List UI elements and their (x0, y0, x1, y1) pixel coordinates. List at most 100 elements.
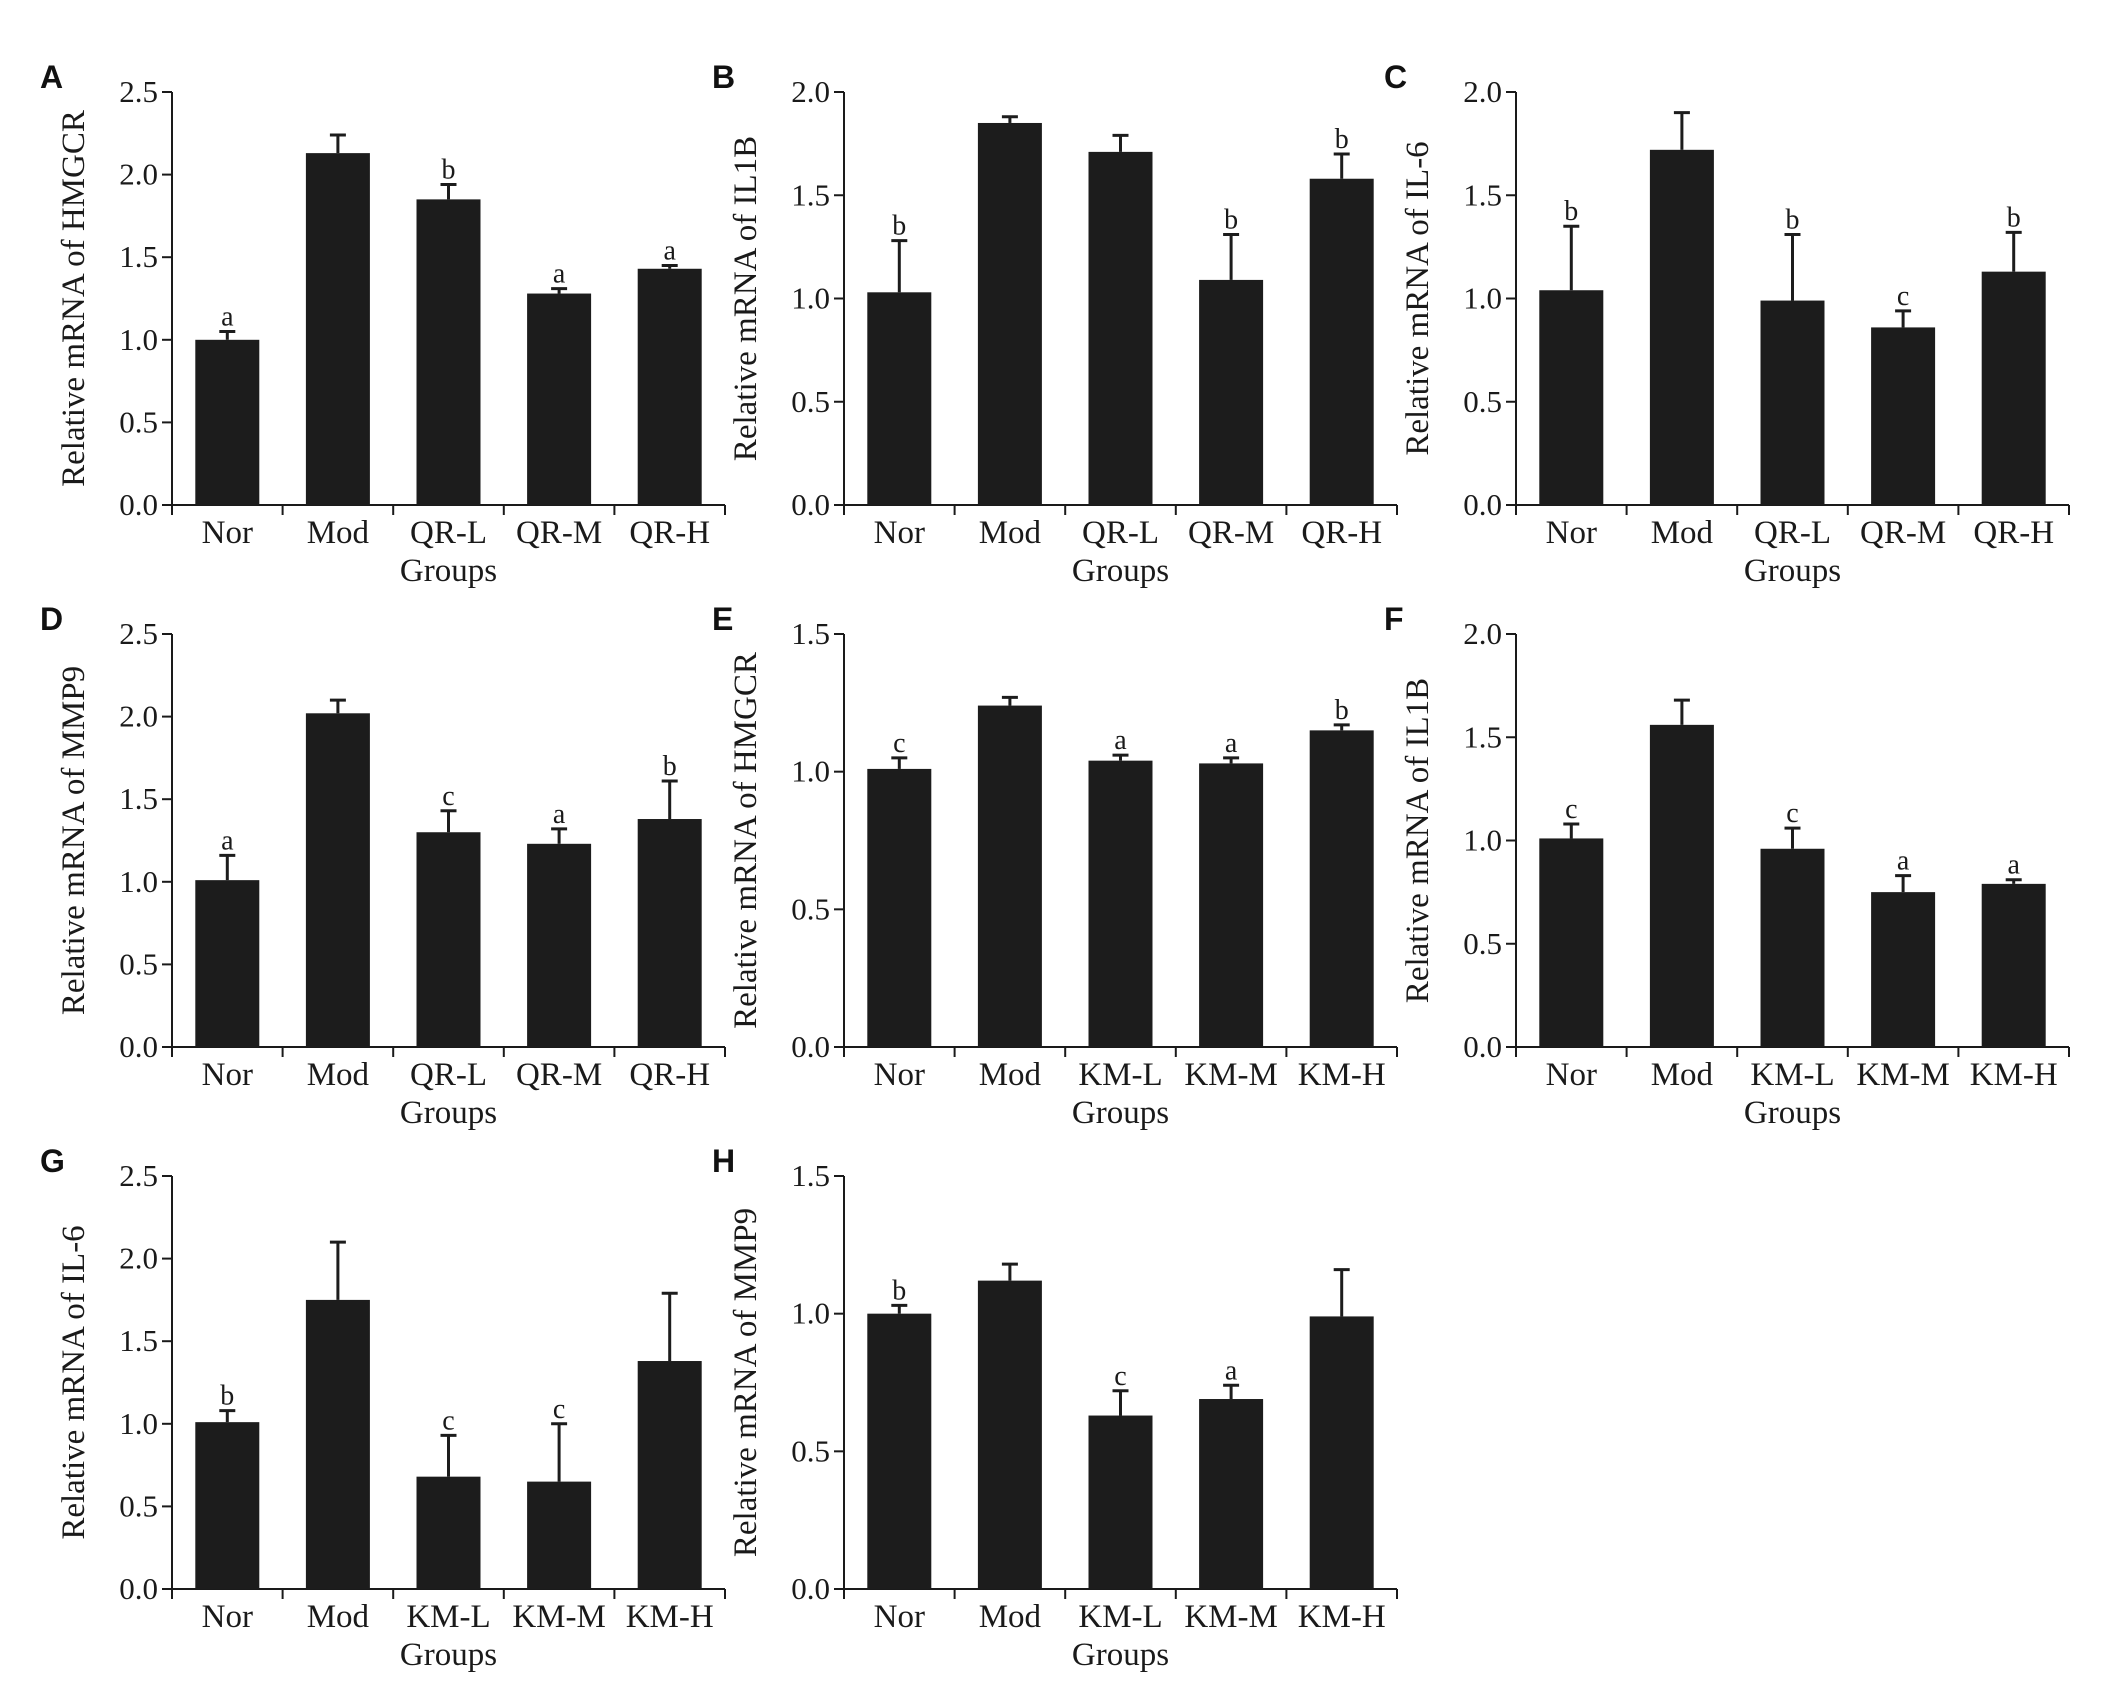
y-tick-label: 0.5 (791, 1433, 830, 1468)
bar (637, 1361, 702, 1589)
significance-label: a (553, 259, 566, 290)
chart-a: A 0.0 0.5 1.0 1.5 2.0 2.5 a Nor Mod b QR-L a QR-M a QR-… (40, 60, 726, 589)
significance-label: a (221, 302, 234, 333)
bar (977, 1280, 1042, 1589)
y-tick-label: 1.5 (791, 1158, 830, 1193)
panel-letter: D (40, 602, 63, 637)
category-label: KM-L (406, 1599, 490, 1635)
bar (637, 819, 702, 1047)
y-tick-label: 1.0 (791, 281, 830, 316)
y-tick-label: 0.0 (119, 1029, 158, 1064)
y-tick-label: 1.5 (1463, 177, 1502, 212)
y-tick-label: 2.0 (791, 74, 830, 109)
category-label: Nor (202, 1057, 253, 1093)
panel-g: G 0.0 0.5 1.0 1.5 2.0 2.5 b Nor Mod c KM-L c KM-M KM-H… (40, 1144, 730, 1689)
category-label: QR-L (1754, 515, 1831, 551)
panel-letter: F (1384, 602, 1404, 637)
bar (977, 122, 1042, 505)
bar (637, 268, 702, 505)
y-tick-label: 0.0 (1463, 487, 1502, 522)
y-tick-label: 2.5 (119, 74, 158, 109)
category-label: Mod (1651, 1057, 1714, 1093)
chart-g: G 0.0 0.5 1.0 1.5 2.0 2.5 b Nor Mod c KM-L c KM-M KM-H… (40, 1144, 726, 1673)
category-label: Nor (202, 1599, 253, 1635)
bar (1981, 271, 2046, 505)
bar (1871, 892, 1936, 1047)
y-tick-label: 0.5 (119, 1488, 158, 1523)
chart-f: F 0.0 0.5 1.0 1.5 2.0 c Nor Mod c KM-L a KM-M a KM-H Gr… (1384, 602, 2070, 1131)
category-label: QR-M (516, 515, 602, 551)
y-axis-title: Relative mRNA of IL1B (728, 136, 764, 461)
bar (1539, 838, 1604, 1047)
category-label: QR-L (410, 515, 487, 551)
bar (416, 832, 481, 1047)
y-axis-title: Relative mRNA of IL-6 (1400, 141, 1436, 455)
panel-letter: H (712, 1144, 735, 1179)
significance-label: b (1224, 204, 1238, 235)
bar (1309, 1316, 1374, 1589)
y-tick-label: 1.0 (791, 754, 830, 789)
category-label: KM-L (1078, 1057, 1162, 1093)
bar (1199, 1399, 1264, 1589)
significance-label: a (221, 825, 234, 856)
significance-label: b (220, 1381, 234, 1412)
x-axis-title: Groups (1072, 1095, 1169, 1131)
bar (1649, 149, 1714, 505)
x-axis-title: Groups (1072, 1637, 1169, 1673)
y-tick-label: 0.0 (791, 1571, 830, 1606)
chart-d: D 0.0 0.5 1.0 1.5 2.0 2.5 a Nor Mod c QR-L a QR-M b QR-… (40, 602, 726, 1131)
category-label: Mod (307, 1057, 370, 1093)
significance-label: b (663, 751, 677, 782)
y-tick-label: 0.5 (791, 891, 830, 926)
category-label: QR-M (1860, 515, 1946, 551)
y-tick-label: 1.5 (791, 177, 830, 212)
y-tick-label: 1.0 (791, 1296, 830, 1331)
y-tick-label: 2.0 (1463, 616, 1502, 651)
panel-a: A 0.0 0.5 1.0 1.5 2.0 2.5 a Nor Mod b QR-L a QR-M a QR-… (40, 60, 730, 605)
y-tick-label: 1.0 (1463, 823, 1502, 858)
bar (1760, 300, 1825, 505)
x-axis-title: Groups (400, 1637, 497, 1673)
bar (867, 292, 932, 505)
category-label: KM-M (1184, 1057, 1278, 1093)
bar (1088, 1415, 1153, 1589)
chart-h: H 0.0 0.5 1.0 1.5 b Nor Mod c KM-L a KM-M KM-H Groups… (712, 1144, 1398, 1673)
bar (867, 1313, 932, 1589)
panel-letter: G (40, 1144, 65, 1179)
y-tick-label: 0.5 (119, 404, 158, 439)
significance-label: c (1897, 281, 1909, 312)
y-axis-title: Relative mRNA of HMGCR (728, 652, 764, 1029)
panel-f: F 0.0 0.5 1.0 1.5 2.0 c Nor Mod c KM-L a KM-M a KM-H Gr… (1384, 602, 2074, 1147)
category-label: KM-M (1184, 1599, 1278, 1635)
significance-label: b (892, 211, 906, 242)
category-label: QR-L (1082, 515, 1159, 551)
y-tick-label: 1.0 (119, 1406, 158, 1441)
chart-e: E 0.0 0.5 1.0 1.5 c Nor Mod a KM-L a KM-M b KM-H Group… (712, 602, 1398, 1131)
y-tick-label: 1.5 (791, 616, 830, 651)
significance-label: c (553, 1394, 565, 1425)
category-label: QR-L (410, 1057, 487, 1093)
category-label: Nor (874, 1057, 925, 1093)
bar (1199, 279, 1264, 505)
bar (1871, 327, 1936, 505)
bar (527, 1481, 592, 1589)
panel-letter: A (40, 60, 63, 95)
y-tick-label: 2.5 (119, 1158, 158, 1193)
category-label: Nor (874, 1599, 925, 1635)
significance-label: a (663, 235, 676, 266)
significance-label: b (442, 155, 456, 186)
category-label: KM-H (1298, 1057, 1386, 1093)
bar (195, 880, 260, 1047)
category-label: Mod (1651, 515, 1714, 551)
category-label: QR-H (1301, 515, 1382, 551)
category-label: KM-H (1970, 1057, 2058, 1093)
significance-label: a (2007, 850, 2020, 881)
panel-letter: B (712, 60, 735, 95)
significance-label: c (1786, 798, 1798, 829)
y-axis-title: Relative mRNA of IL-6 (56, 1225, 92, 1539)
bar (1309, 730, 1374, 1047)
category-label: Nor (1546, 1057, 1597, 1093)
y-tick-label: 0.5 (1463, 926, 1502, 961)
y-tick-label: 2.0 (1463, 74, 1502, 109)
significance-label: c (442, 1405, 454, 1436)
